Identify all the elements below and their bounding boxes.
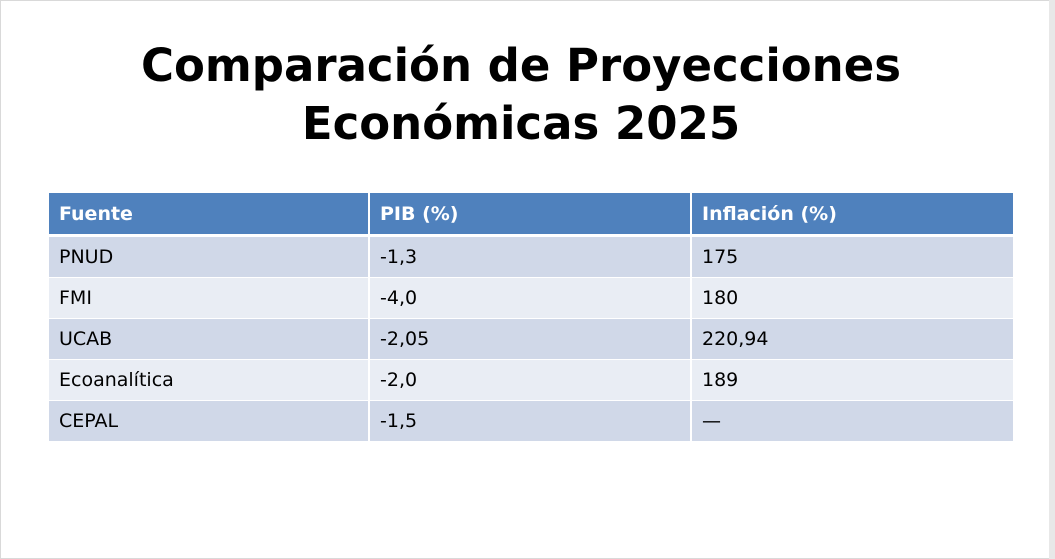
cell-fuente: FMI (49, 277, 369, 319)
cell-fuente: CEPAL (49, 400, 369, 442)
cell-fuente: Ecoanalítica (49, 359, 369, 401)
cell-pib: -1,5 (368, 400, 691, 442)
cell-inflacion: — (690, 400, 1013, 442)
cell-pib: -4,0 (368, 277, 691, 319)
cell-fuente: UCAB (49, 318, 369, 360)
cell-inflacion: 189 (690, 359, 1013, 401)
header-inflacion: Inflación (%) (690, 193, 1013, 237)
cell-pib: -2,05 (368, 318, 691, 360)
cell-inflacion: 175 (690, 235, 1013, 278)
table-header-row: Fuente PIB (%) Inflación (%) (49, 193, 1013, 237)
slide-title: Comparación de Proyecciones Económicas 2… (61, 37, 981, 153)
table-row: UCAB -2,05 220,94 (49, 318, 1013, 360)
table-row: PNUD -1,3 175 (49, 235, 1013, 278)
slide-title-line-1: Comparación de Proyecciones (140, 39, 902, 92)
slide-edge (1049, 0, 1055, 559)
cell-fuente: PNUD (49, 235, 369, 278)
header-pib: PIB (%) (368, 193, 691, 237)
table-row: Ecoanalítica -2,0 189 (49, 359, 1013, 401)
header-fuente: Fuente (49, 193, 369, 237)
cell-inflacion: 220,94 (690, 318, 1013, 360)
slide-title-line-2: Económicas 2025 (301, 97, 741, 150)
projections-table: Fuente PIB (%) Inflación (%) PNUD -1,3 1… (49, 193, 1013, 442)
cell-inflacion: 180 (690, 277, 1013, 319)
table-row: CEPAL -1,5 — (49, 400, 1013, 442)
cell-pib: -1,3 (368, 235, 691, 278)
table-row: FMI -4,0 180 (49, 277, 1013, 319)
cell-pib: -2,0 (368, 359, 691, 401)
